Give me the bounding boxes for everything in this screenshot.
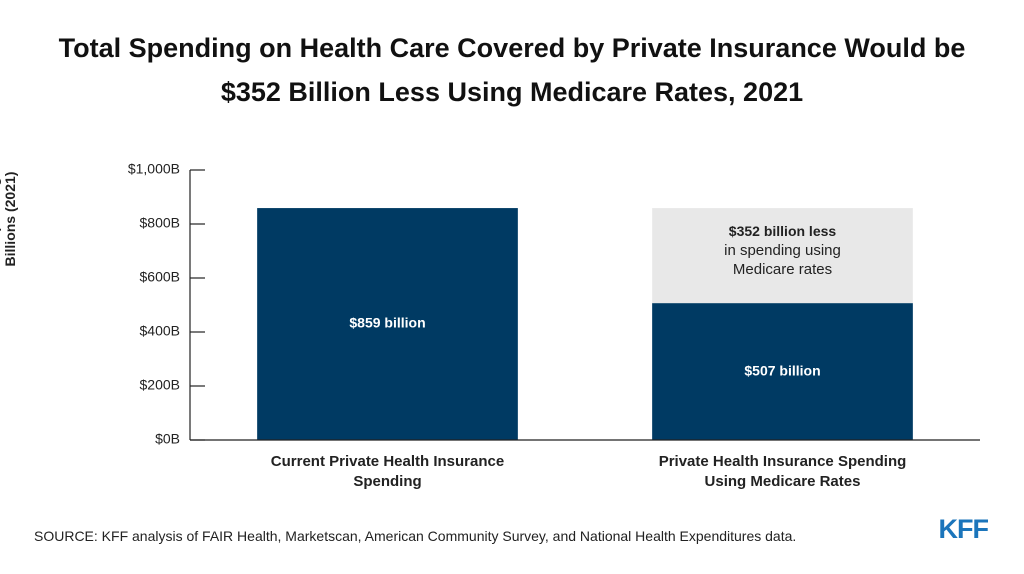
chart-title: Total Spending on Health Care Covered by… <box>58 33 966 107</box>
y-tick-label: $1,000B <box>128 161 180 177</box>
y-tick-label: $800B <box>140 215 180 231</box>
y-tick-label: $0B <box>155 431 180 447</box>
bar-segment <box>257 208 518 440</box>
x-tick-label: Current Private Health Insurance Spendin… <box>270 453 505 490</box>
y-tick-label: $400B <box>140 323 180 339</box>
logo: KFF <box>938 514 989 544</box>
y-tick-label: $200B <box>140 377 180 393</box>
y-axis-label: Total Spending in Billions (2021) <box>0 161 18 277</box>
x-tick-label: Private Health Insurance Spending Using … <box>658 453 907 490</box>
y-tick-label: $600B <box>140 269 180 285</box>
value-label: $507 billion <box>744 362 820 378</box>
bar-segment <box>652 303 913 440</box>
annotation: Medicare rates <box>733 261 832 278</box>
bar-segment <box>652 208 913 304</box>
source-note: SOURCE: KFF analysis of FAIR Health, Mar… <box>34 528 797 544</box>
value-label: $859 billion <box>349 315 425 331</box>
annotation: in spending using <box>724 242 841 259</box>
value-label: $352 billion less <box>729 223 837 239</box>
